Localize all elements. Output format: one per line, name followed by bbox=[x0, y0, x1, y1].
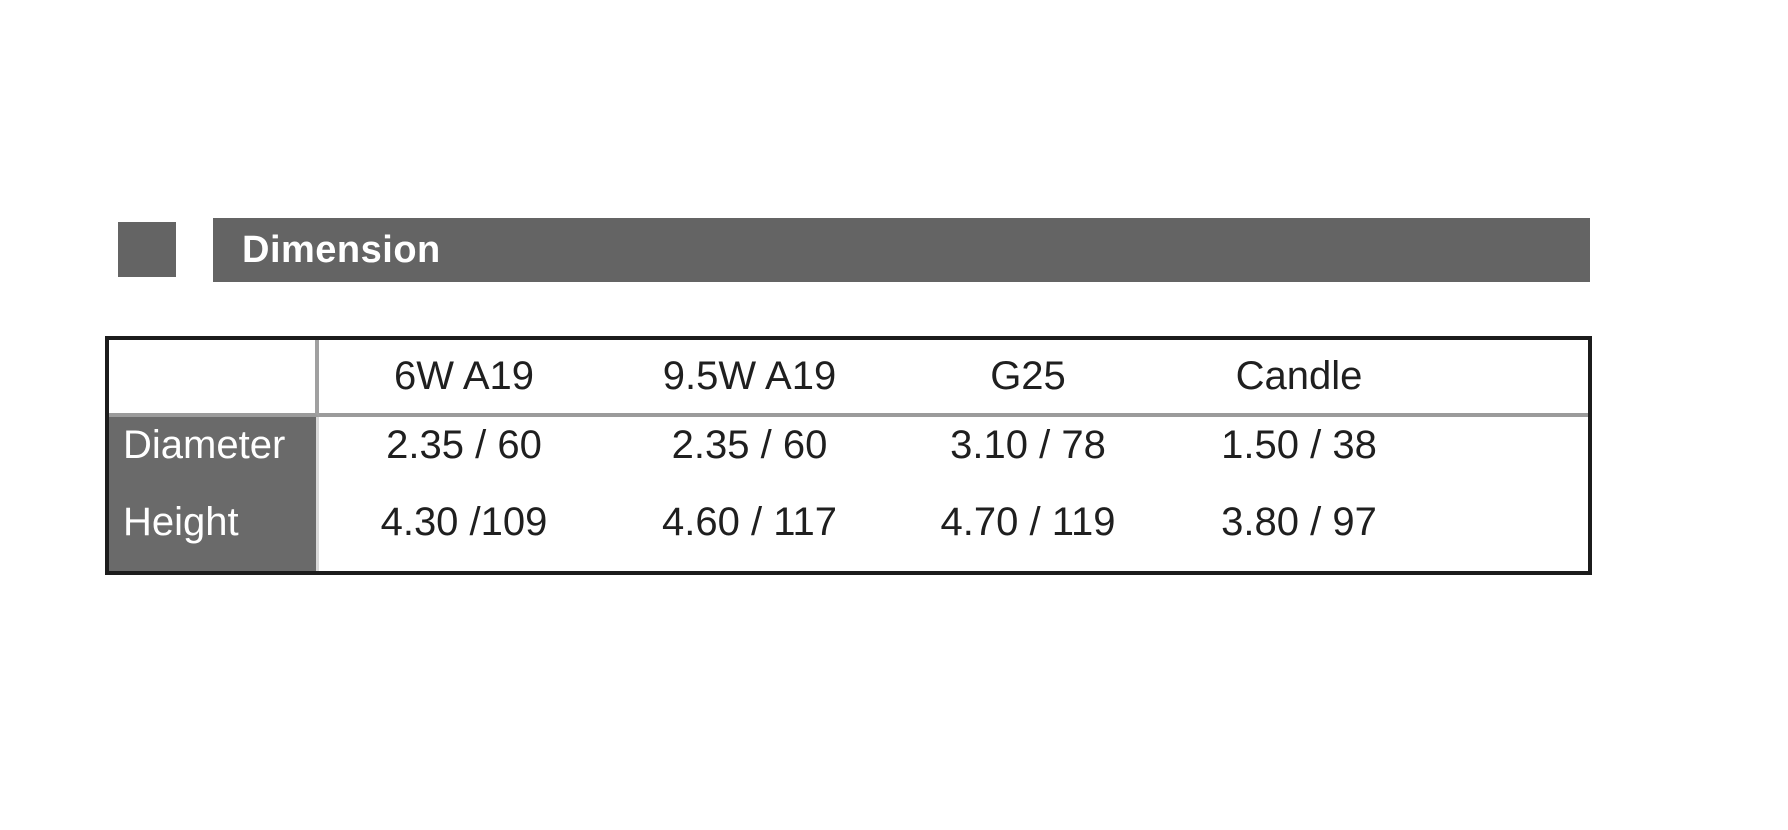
cell-diameter-g25: 3.10 / 78 bbox=[950, 423, 1106, 467]
cell-height-9-5w-a19: 4.60 / 117 bbox=[662, 500, 837, 544]
cell-diameter-9-5w-a19: 2.35 / 60 bbox=[671, 423, 828, 467]
table-corner-cell bbox=[109, 340, 319, 417]
section-marker-square bbox=[118, 222, 176, 277]
column-header-6w-a19: 6W A19 bbox=[319, 340, 609, 417]
row-label-height: Height bbox=[109, 494, 319, 571]
cell-diameter-6w-a19: 2.35 / 60 bbox=[386, 423, 542, 467]
cell-height-filler bbox=[1432, 494, 1588, 571]
cell-diameter-candle: 1.50 / 38 bbox=[1221, 423, 1377, 467]
column-header-g25: G25 bbox=[890, 340, 1166, 417]
row-label-diameter: Diameter bbox=[109, 417, 319, 494]
cell-height-g25: 4.70 / 119 bbox=[940, 500, 1116, 544]
dimension-table: 6W A19 9.5W A19 G25 Candle Diameter 2.35… bbox=[105, 336, 1592, 575]
section-title-bar: Dimension bbox=[213, 218, 1590, 282]
section-title: Dimension bbox=[242, 229, 441, 271]
column-header-candle: Candle bbox=[1166, 340, 1432, 417]
cell-diameter-filler bbox=[1432, 417, 1588, 494]
cell-height-6w-a19: 4.30 /109 bbox=[380, 500, 548, 544]
column-header-filler bbox=[1432, 340, 1588, 417]
cell-height-candle: 3.80 / 97 bbox=[1221, 500, 1377, 544]
column-header-9-5w-a19: 9.5W A19 bbox=[609, 340, 890, 417]
